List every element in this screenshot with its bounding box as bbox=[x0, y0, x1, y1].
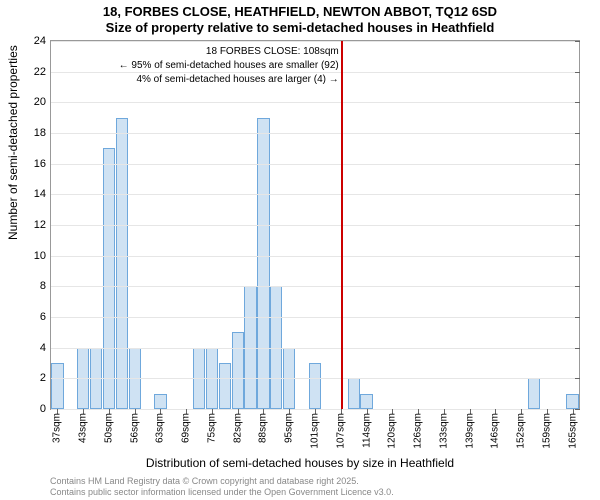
y-tick-mark bbox=[575, 102, 580, 103]
histogram-bar bbox=[528, 378, 540, 409]
y-tick-mark bbox=[575, 72, 580, 73]
histogram-bar bbox=[348, 378, 360, 409]
x-tick-label: 37sqm bbox=[52, 409, 63, 443]
y-tick-label: 4 bbox=[40, 342, 51, 354]
x-tick-label: 126sqm bbox=[413, 409, 424, 449]
gridline bbox=[51, 286, 579, 287]
y-tick-label: 0 bbox=[40, 403, 51, 415]
y-tick-mark bbox=[575, 317, 580, 318]
histogram-bar bbox=[232, 332, 244, 409]
y-tick-label: 22 bbox=[34, 66, 51, 78]
annotation-title: 18 FORBES CLOSE: 108sqm bbox=[204, 45, 341, 58]
annotation-larger: 4% of semi-detached houses are larger (4… bbox=[134, 73, 340, 86]
x-axis-label: Distribution of semi-detached houses by … bbox=[0, 456, 600, 470]
gridline bbox=[51, 164, 579, 165]
reference-line bbox=[341, 41, 343, 409]
gridline bbox=[51, 348, 579, 349]
footer-line-2: Contains public sector information licen… bbox=[50, 487, 394, 498]
chart-container: 18, FORBES CLOSE, HEATHFIELD, NEWTON ABB… bbox=[0, 0, 600, 500]
histogram-bar bbox=[360, 394, 372, 409]
histogram-bar bbox=[219, 363, 231, 409]
y-tick-mark bbox=[575, 256, 580, 257]
x-tick-label: 114sqm bbox=[361, 409, 372, 448]
chart-title-main: 18, FORBES CLOSE, HEATHFIELD, NEWTON ABB… bbox=[0, 4, 600, 19]
histogram-bar bbox=[257, 118, 269, 409]
y-tick-label: 18 bbox=[34, 127, 51, 139]
y-tick-mark bbox=[575, 133, 580, 134]
gridline bbox=[51, 194, 579, 195]
histogram-bar bbox=[154, 394, 166, 409]
chart-footer: Contains HM Land Registry data © Crown c… bbox=[50, 476, 394, 498]
gridline bbox=[51, 41, 579, 42]
x-tick-label: 95sqm bbox=[284, 409, 295, 443]
gridline bbox=[51, 256, 579, 257]
chart-title-sub: Size of property relative to semi-detach… bbox=[0, 20, 600, 35]
y-tick-mark bbox=[575, 41, 580, 42]
x-tick-label: 159sqm bbox=[541, 409, 552, 449]
histogram-bar bbox=[116, 118, 128, 409]
y-tick-mark bbox=[575, 194, 580, 195]
plot-area: 02468101214161820222437sqm43sqm50sqm56sq… bbox=[50, 40, 580, 410]
y-tick-mark bbox=[575, 225, 580, 226]
gridline bbox=[51, 225, 579, 226]
annotation-smaller: ← 95% of semi-detached houses are smalle… bbox=[117, 59, 341, 72]
y-tick-mark bbox=[575, 348, 580, 349]
x-tick-label: 82sqm bbox=[232, 409, 243, 443]
gridline bbox=[51, 133, 579, 134]
x-tick-label: 165sqm bbox=[567, 409, 578, 449]
histogram-bar bbox=[566, 394, 578, 409]
x-tick-label: 139sqm bbox=[464, 409, 475, 449]
y-tick-label: 6 bbox=[40, 311, 51, 323]
y-tick-label: 12 bbox=[34, 219, 51, 231]
x-tick-label: 133sqm bbox=[438, 409, 449, 449]
y-tick-label: 2 bbox=[40, 372, 51, 384]
x-tick-label: 75sqm bbox=[206, 409, 217, 443]
x-tick-label: 56sqm bbox=[129, 409, 140, 443]
x-tick-label: 101sqm bbox=[310, 409, 321, 449]
gridline bbox=[51, 317, 579, 318]
x-tick-label: 43sqm bbox=[78, 409, 89, 443]
y-tick-label: 8 bbox=[40, 280, 51, 292]
histogram-bar bbox=[103, 148, 115, 409]
y-tick-mark bbox=[575, 286, 580, 287]
histogram-bar bbox=[309, 363, 321, 409]
x-tick-label: 88sqm bbox=[258, 409, 269, 443]
footer-line-1: Contains HM Land Registry data © Crown c… bbox=[50, 476, 394, 487]
histogram-bar bbox=[51, 363, 63, 409]
y-tick-mark bbox=[575, 164, 580, 165]
gridline bbox=[51, 378, 579, 379]
y-tick-label: 10 bbox=[34, 250, 51, 262]
x-tick-label: 152sqm bbox=[516, 409, 527, 449]
x-tick-label: 120sqm bbox=[387, 409, 398, 449]
x-tick-label: 69sqm bbox=[181, 409, 192, 443]
y-axis-label: Number of semi-detached properties bbox=[6, 45, 20, 240]
x-tick-label: 107sqm bbox=[335, 409, 346, 449]
y-tick-label: 20 bbox=[34, 96, 51, 108]
y-tick-label: 16 bbox=[34, 158, 51, 170]
y-tick-mark bbox=[575, 378, 580, 379]
gridline bbox=[51, 102, 579, 103]
x-tick-label: 63sqm bbox=[155, 409, 166, 443]
y-tick-label: 14 bbox=[34, 188, 51, 200]
y-tick-label: 24 bbox=[34, 35, 51, 47]
x-tick-label: 146sqm bbox=[490, 409, 501, 449]
x-tick-label: 50sqm bbox=[103, 409, 114, 443]
